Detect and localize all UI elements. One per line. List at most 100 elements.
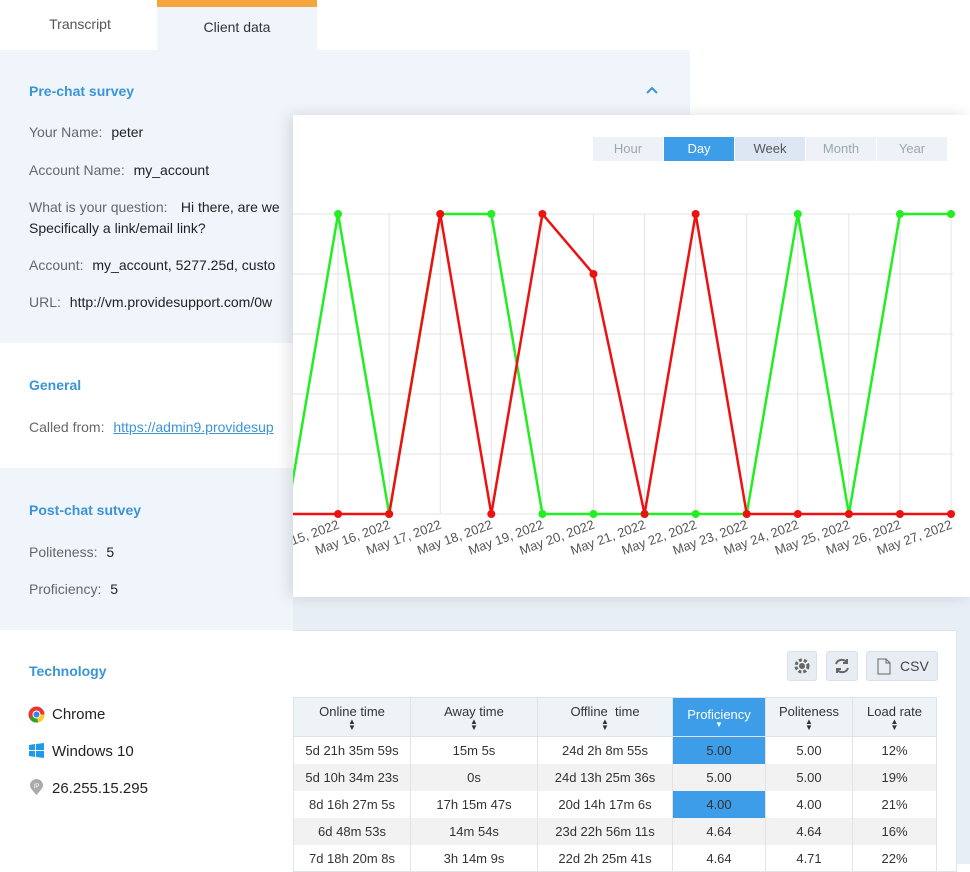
column-header[interactable]: Politeness▲▼ bbox=[766, 698, 853, 737]
collapse-icon[interactable] bbox=[645, 84, 659, 96]
windows-icon bbox=[28, 742, 45, 759]
tech-item: Windows 10 bbox=[52, 743, 134, 760]
column-header[interactable]: Online time▲▼ bbox=[294, 698, 411, 737]
point bbox=[743, 510, 751, 518]
point bbox=[487, 210, 495, 218]
field-value: my_account bbox=[134, 162, 209, 178]
table-cell: 4.64 bbox=[673, 845, 766, 872]
table-cell: 17h 15m 47s bbox=[411, 791, 538, 818]
table-cell: 5.00 bbox=[673, 764, 766, 791]
point bbox=[334, 510, 342, 518]
column-header[interactable]: Offline time▲▼ bbox=[538, 698, 673, 737]
series-line bbox=[293, 214, 951, 514]
tab[interactable]: Client data bbox=[157, 0, 317, 50]
table-cell: 4.64 bbox=[766, 818, 853, 845]
ip-icon: IP bbox=[28, 779, 45, 796]
table-cell: 5.00 bbox=[673, 737, 766, 765]
table-cell: 6d 48m 53s bbox=[294, 818, 411, 845]
field-label: Account: bbox=[29, 257, 83, 273]
table-cell: 5.00 bbox=[766, 764, 853, 791]
csv-label: CSV bbox=[900, 658, 929, 674]
table-cell: 22d 2h 25m 41s bbox=[538, 845, 673, 872]
point bbox=[896, 210, 904, 218]
table-cell: 19% bbox=[853, 764, 937, 791]
series-line bbox=[293, 214, 951, 514]
table-cell: 0s bbox=[411, 764, 538, 791]
settings-button[interactable] bbox=[787, 651, 817, 681]
table-cell: 5.00 bbox=[766, 737, 853, 765]
table-cell: 14m 54s bbox=[411, 818, 538, 845]
table-cell: 15m 5s bbox=[411, 737, 538, 765]
table-panel: CSV Online time▲▼Away time▲▼Offline time… bbox=[293, 630, 957, 872]
field-value: Specifically a link/email link? bbox=[29, 220, 206, 236]
column-header[interactable]: Away time▲▼ bbox=[411, 698, 538, 737]
table-cell: 4.00 bbox=[673, 791, 766, 818]
field-label: What is your question: bbox=[29, 199, 168, 215]
point bbox=[538, 210, 546, 218]
point bbox=[692, 210, 700, 218]
table-cell: 4.00 bbox=[766, 791, 853, 818]
table-cell: 4.64 bbox=[673, 818, 766, 845]
column-header[interactable]: Load rate▲▼ bbox=[853, 698, 937, 737]
field-value: peter bbox=[111, 124, 143, 140]
point bbox=[385, 510, 393, 518]
field-label: URL: bbox=[29, 294, 61, 310]
point bbox=[896, 510, 904, 518]
section-title: Technology bbox=[29, 663, 107, 679]
field-label: Proficiency: bbox=[29, 581, 101, 597]
tab[interactable]: Transcript bbox=[0, 0, 160, 50]
section-title: Post-chat sutvey bbox=[29, 502, 141, 518]
tech-item: Chrome bbox=[52, 706, 105, 723]
point bbox=[845, 510, 853, 518]
table-cell: 24d 2h 8m 55s bbox=[538, 737, 673, 765]
sort-arrows: ▲▼ bbox=[854, 719, 935, 731]
refresh-button[interactable] bbox=[826, 651, 858, 681]
point bbox=[487, 510, 495, 518]
csv-button[interactable]: CSV bbox=[866, 651, 938, 681]
point bbox=[538, 510, 546, 518]
sort-arrows: ▼ bbox=[674, 722, 764, 728]
table-cell: 4.71 bbox=[766, 845, 853, 872]
field-value: 5 bbox=[110, 581, 118, 597]
sort-arrows: ▲▼ bbox=[412, 719, 536, 731]
field-link[interactable]: https://admin9.providesup bbox=[113, 419, 273, 435]
table-cell: 7d 18h 20m 8s bbox=[294, 845, 411, 872]
sort-arrows: ▲▼ bbox=[539, 719, 671, 731]
field-value: Hi there, are we bbox=[181, 199, 280, 215]
field-label: Called from: bbox=[29, 419, 104, 435]
field-label: Your Name: bbox=[29, 124, 102, 140]
svg-text:IP: IP bbox=[34, 784, 40, 790]
chrome-icon bbox=[28, 706, 45, 723]
point bbox=[589, 510, 597, 518]
table-cell: 22% bbox=[853, 845, 937, 872]
section-title: Pre-chat survey bbox=[29, 83, 134, 99]
table-cell: 12% bbox=[853, 737, 937, 765]
field-label: Politeness: bbox=[29, 544, 97, 560]
point bbox=[794, 510, 802, 518]
sort-arrows: ▲▼ bbox=[767, 719, 851, 731]
data-table: Online time▲▼Away time▲▼Offline time▲▼Pr… bbox=[293, 697, 937, 872]
sort-arrows: ▲▼ bbox=[295, 719, 409, 731]
field-label: Account Name: bbox=[29, 162, 125, 178]
table-cell: 23d 22h 56m 11s bbox=[538, 818, 673, 845]
table-cell: 3h 14m 9s bbox=[411, 845, 538, 872]
column-header[interactable]: Proficiency▼ bbox=[673, 698, 766, 737]
point bbox=[641, 510, 649, 518]
field-value: 5 bbox=[106, 544, 114, 560]
table-cell: 16% bbox=[853, 818, 937, 845]
table-cell: 24d 13h 25m 36s bbox=[538, 764, 673, 791]
field-value: http://vm.providesupport.com/0w bbox=[70, 294, 272, 310]
table-cell: 8d 16h 27m 5s bbox=[294, 791, 411, 818]
table-cell: 21% bbox=[853, 791, 937, 818]
point bbox=[589, 270, 597, 278]
table-cell: 20d 14h 17m 6s bbox=[538, 791, 673, 818]
point bbox=[947, 210, 955, 218]
header-row: Online time▲▼Away time▲▼Offline time▲▼Pr… bbox=[294, 698, 937, 737]
point bbox=[436, 210, 444, 218]
